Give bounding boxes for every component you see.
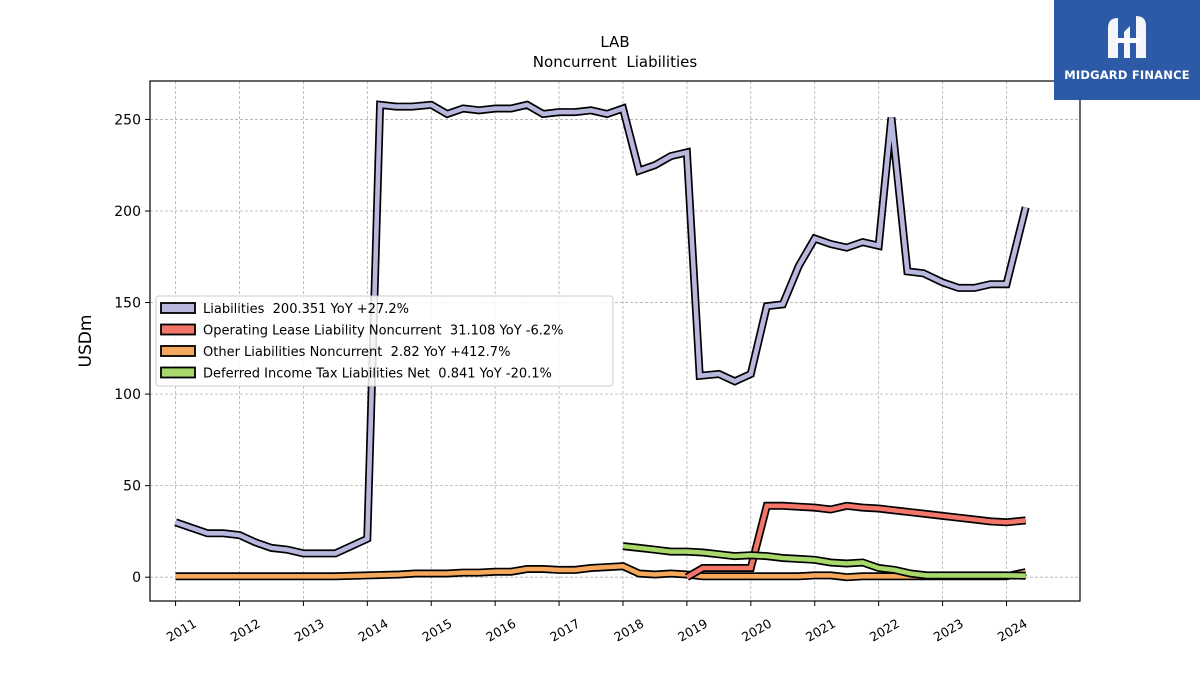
legend-label-liabilities: Liabilities 200.351 YoY +27.2% [203,302,409,317]
legend-swatch-deferred-income-tax-liabilities-net [160,366,196,379]
series-line-deferred-income-tax-liabilities-net [622,543,1026,578]
brand-name: MIDGARD FINANCE [1064,68,1190,82]
legend-label-other-liabilities-noncurrent: Other Liabilities Noncurrent 2.82 YoY +4… [203,345,510,360]
legend-swatch-liabilities [160,302,196,314]
x-tick-label: 2018 [611,616,646,645]
x-tick-label: 2017 [547,616,582,645]
chart-subtitle: Noncurrent Liabilities [533,53,698,71]
x-tick-label: 2011 [164,616,199,645]
x-tick-label: 2015 [419,616,454,645]
y-tick-label: 250 [114,112,141,128]
x-tick-label: 2016 [483,616,518,645]
x-tick-label: 2012 [228,616,263,645]
brand-mark-icon [1108,16,1146,58]
brand-logo: MIDGARD FINANCE [1054,0,1200,100]
legend-box [155,295,614,387]
y-tick-label: 0 [132,570,141,586]
x-tick-label: 2013 [292,616,327,645]
x-tick-label: 2022 [867,616,902,645]
x-tick-label: 2020 [739,616,774,645]
y-tick-label: 100 [114,387,141,403]
legend: Liabilities 200.351 YoY +27.2% Operating … [155,295,614,387]
chart-title: LAB [600,33,629,51]
legend-label-deferred-income-tax-liabilities-net: Deferred Income Tax Liabilities Net 0.84… [203,367,552,382]
x-tick-label: 2024 [995,616,1030,645]
y-axis-label: USDm [76,315,96,368]
plot-frame [149,80,1081,602]
y-tick-label: 200 [114,204,141,220]
series-line-operating-lease-liability-noncurrent [685,503,1026,580]
x-tick-label: 2019 [675,616,710,645]
series-lines [174,100,1030,582]
legend-swatch-other-liabilities-noncurrent [160,345,196,357]
legend-label-operating-lease-liability-noncurrent: Operating Lease Liability Noncurrent 31.… [203,324,564,339]
legend-swatch-operating-lease-liability-noncurrent [160,323,196,336]
x-tick-label: 2023 [931,616,966,645]
y-tick-label: 150 [114,296,141,312]
series-line-liabilities [174,102,1028,556]
y-tick-label: 50 [123,479,141,495]
x-tick-label: 2021 [803,616,838,645]
series-line-other-liabilities-noncurrent [175,563,1027,580]
x-tick-label: 2014 [356,616,391,645]
